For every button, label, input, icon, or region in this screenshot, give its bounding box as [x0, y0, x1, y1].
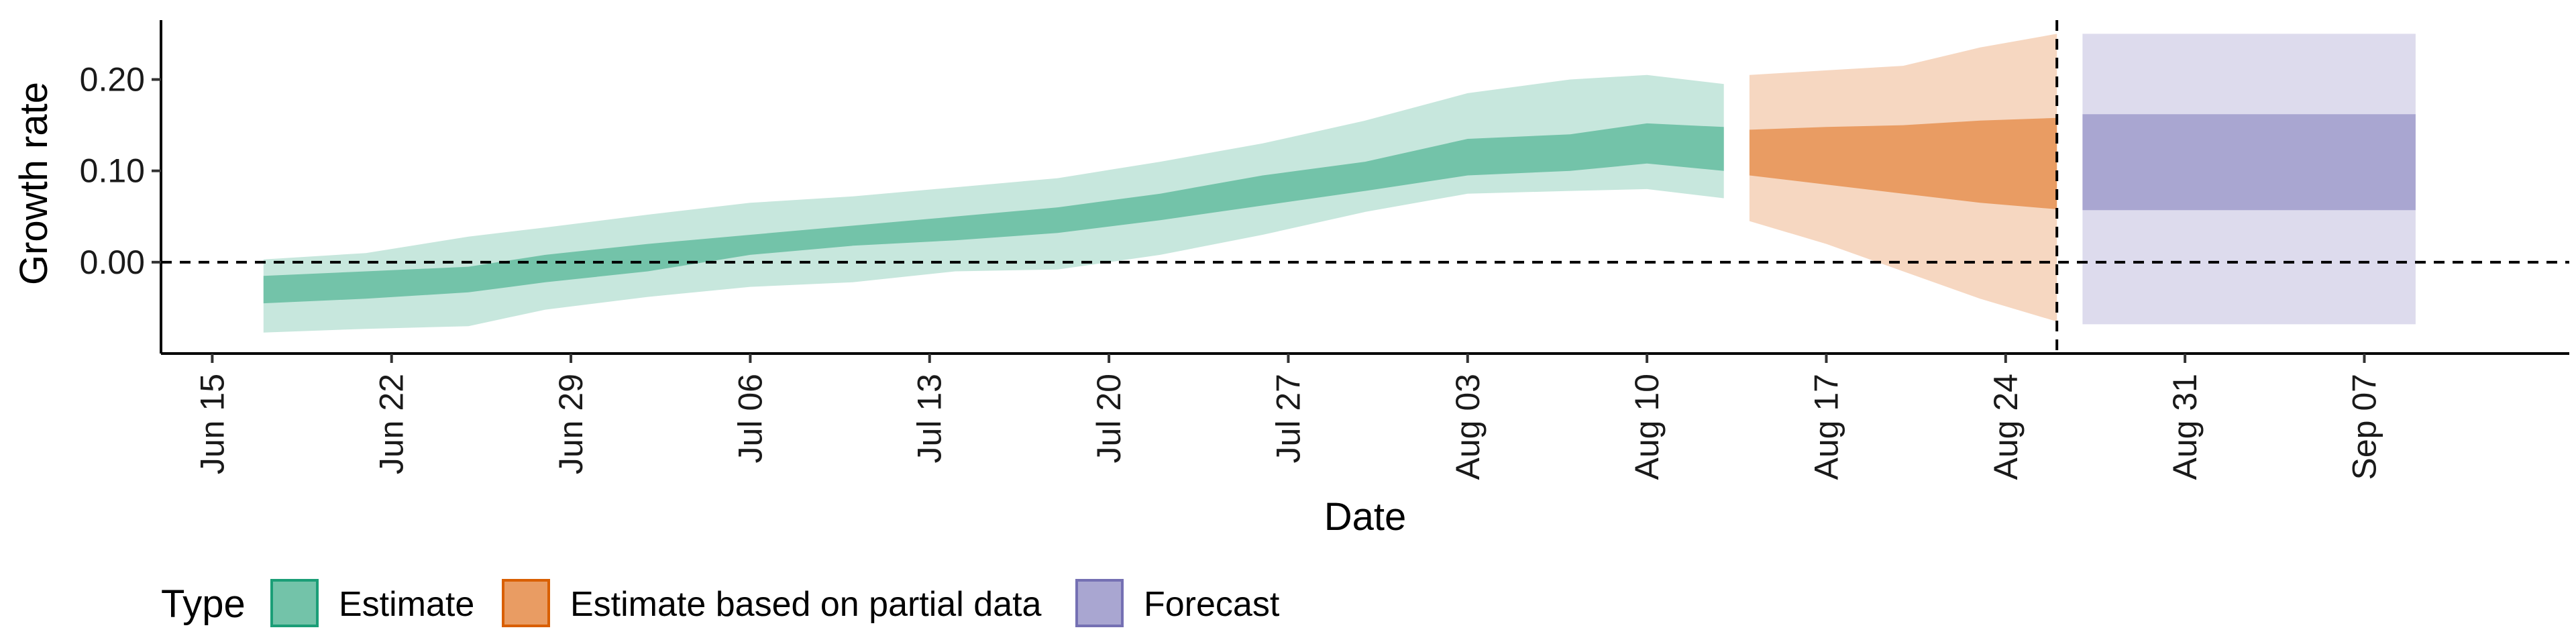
legend-item: Estimate based on partial data [502, 579, 1042, 627]
x-tick-label: Jun 22 [373, 374, 411, 474]
legend-swatch [502, 579, 550, 627]
legend-item: Estimate [270, 579, 474, 627]
x-tick-label: Aug 17 [1807, 374, 1845, 480]
y-tick-label: 0.00 [80, 244, 145, 281]
x-tick-label: Aug 10 [1628, 374, 1666, 480]
x-tick-label: Jun 15 [193, 374, 231, 474]
y-axis-ticks: 0.00 0.10 0.20 [80, 61, 161, 281]
legend-label: Estimate [339, 585, 474, 624]
bands-layer [263, 34, 2416, 333]
legend: Type Estimate Estimate based on partial d… [161, 579, 1280, 627]
x-tick-label: Aug 31 [2166, 374, 2204, 480]
legend-label: Forecast [1144, 585, 1280, 624]
x-tick-label: Jul 20 [1090, 374, 1128, 463]
x-tick-label: Sep 07 [2346, 374, 2383, 480]
y-axis-title: Growth rate [12, 82, 56, 285]
x-tick-label: Jun 29 [552, 374, 590, 474]
band-90-0 [263, 74, 1724, 333]
x-tick-label: Aug 24 [1987, 374, 2025, 480]
x-axis-title: Date [1324, 495, 1407, 539]
x-tick-label: Aug 03 [1449, 374, 1487, 480]
legend-title: Type [161, 582, 246, 626]
legend-swatch [270, 579, 319, 627]
x-tick-label: Jul 13 [911, 374, 949, 463]
band-50-2 [2082, 114, 2416, 211]
y-tick-label: 0.10 [80, 152, 145, 190]
legend-item: Forecast [1075, 579, 1280, 627]
reference-lines [161, 20, 2569, 354]
x-tick-label: Jul 06 [731, 374, 769, 463]
band-50-0 [263, 123, 1724, 304]
x-axis-ticks: Jun 15 Jun 22 Jun 29 Jul 06 Jul 13 Jul 20 Jul … [193, 354, 2383, 480]
band-50-1 [1749, 117, 2057, 209]
y-tick-label: 0.20 [80, 61, 145, 99]
legend-label: Estimate based on partial data [570, 585, 1042, 624]
x-tick-label: Jul 27 [1269, 374, 1307, 463]
legend-swatch [1075, 579, 1124, 627]
axes [160, 20, 2569, 355]
